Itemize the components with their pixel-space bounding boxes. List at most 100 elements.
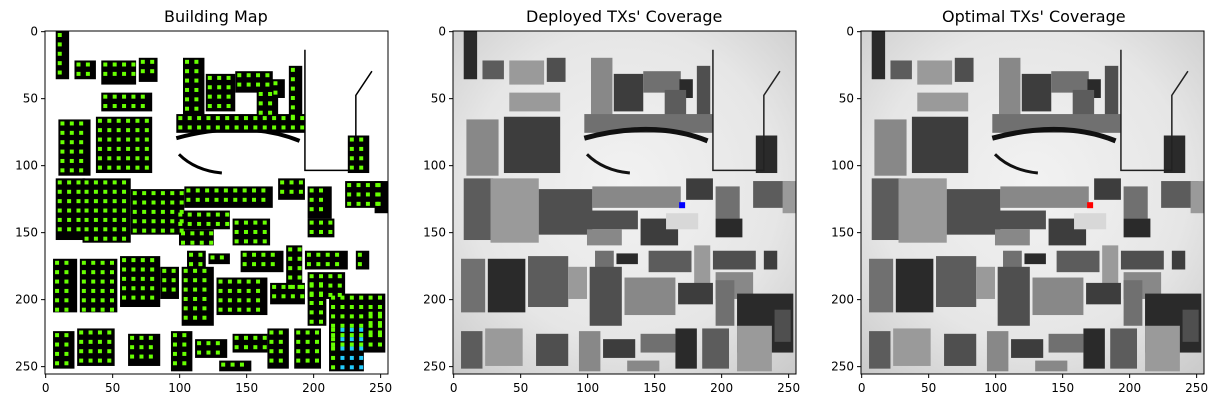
building — [946, 189, 1001, 235]
candidate-point — [112, 199, 117, 204]
building — [503, 116, 561, 174]
x-tick-label: 150 — [643, 381, 666, 395]
candidate-point — [272, 294, 277, 299]
candidate-point — [349, 323, 354, 328]
candidate-point — [185, 78, 190, 83]
candidate-point — [331, 314, 336, 319]
candidate-point — [81, 288, 86, 293]
candidate-point — [140, 69, 145, 74]
candidate-point — [197, 116, 202, 121]
candidate-point — [281, 116, 286, 121]
candidate-point — [256, 307, 261, 312]
candidate-point — [79, 158, 84, 163]
candidate-point — [131, 258, 136, 263]
building — [702, 328, 730, 369]
building — [917, 60, 953, 85]
building — [763, 250, 778, 270]
building — [1056, 250, 1100, 273]
candidate-point — [194, 69, 199, 74]
candidate-point — [79, 149, 84, 154]
candidate-point — [217, 104, 222, 109]
candidate-point — [230, 362, 235, 367]
candidate-point — [132, 228, 137, 233]
candidate-point — [234, 220, 239, 225]
plot-area — [861, 31, 1204, 374]
candidate-point — [246, 298, 251, 303]
candidate-point — [242, 252, 247, 257]
candidate-point — [139, 335, 144, 340]
candidate-point — [170, 228, 175, 233]
candidate-point — [190, 240, 195, 245]
building — [1123, 186, 1148, 219]
candidate-point — [252, 188, 257, 193]
candidate-point — [182, 342, 187, 347]
candidate-point — [126, 146, 131, 151]
candidate-point — [359, 327, 364, 332]
candidate-point — [376, 192, 381, 197]
candidate-point — [57, 51, 62, 56]
candidate-point — [197, 212, 202, 217]
candidate-point — [130, 335, 135, 340]
candidate-point — [199, 240, 204, 245]
building — [178, 229, 214, 246]
candidate-point — [130, 345, 135, 350]
building — [1072, 89, 1095, 117]
candidate-point — [377, 333, 382, 338]
candidate-point — [281, 294, 286, 299]
candidate-point — [132, 191, 137, 196]
candidate-point — [179, 191, 184, 196]
candidate-point — [198, 252, 203, 257]
candidate-point — [122, 180, 127, 185]
candidate-point — [76, 208, 81, 213]
building — [589, 266, 622, 326]
candidate-point — [234, 125, 239, 130]
building — [774, 309, 791, 342]
candidate-point — [151, 219, 156, 224]
candidate-point — [209, 240, 214, 245]
candidate-point — [359, 323, 364, 328]
building — [871, 178, 902, 241]
candidate-point — [298, 180, 303, 185]
candidate-point — [262, 229, 267, 234]
candidate-point — [359, 346, 364, 351]
candidate-point — [288, 266, 293, 271]
building — [616, 253, 638, 265]
building — [546, 57, 566, 82]
candidate-point — [198, 262, 203, 267]
candidate-point — [359, 337, 364, 342]
candidate-point — [206, 212, 211, 217]
candidate-point — [135, 118, 140, 123]
candidate-point — [57, 227, 62, 232]
building — [871, 31, 886, 80]
building — [1048, 333, 1084, 353]
courtyard-outline — [712, 49, 781, 172]
candidate-point — [131, 276, 136, 281]
candidate-point — [185, 87, 190, 92]
candidate-point — [109, 298, 114, 303]
candidate-point — [182, 333, 187, 338]
candidate-point — [93, 236, 98, 241]
candidate-point — [226, 85, 231, 90]
candidate-point — [319, 188, 324, 193]
candidate-point — [268, 110, 273, 115]
building — [1083, 328, 1105, 369]
candidate-point — [151, 228, 156, 233]
candidate-point — [376, 183, 381, 188]
candidate-point — [359, 146, 364, 151]
y-tick-label: 250 — [831, 360, 854, 374]
candidate-point — [347, 183, 352, 188]
candidate-point — [278, 339, 283, 344]
candidate-point — [309, 291, 314, 296]
candidate-point — [64, 270, 69, 275]
candidate-point — [340, 337, 345, 342]
candidate-point — [97, 146, 102, 151]
candidate-point — [93, 189, 98, 194]
y-tick-label: 0 — [846, 25, 854, 39]
candidate-point — [131, 286, 136, 291]
candidate-point — [162, 287, 167, 292]
plot-area — [453, 31, 796, 374]
candidate-point — [142, 219, 147, 224]
candidate-point — [107, 349, 112, 354]
candidate-point — [319, 300, 324, 305]
candidate-point — [262, 116, 267, 121]
